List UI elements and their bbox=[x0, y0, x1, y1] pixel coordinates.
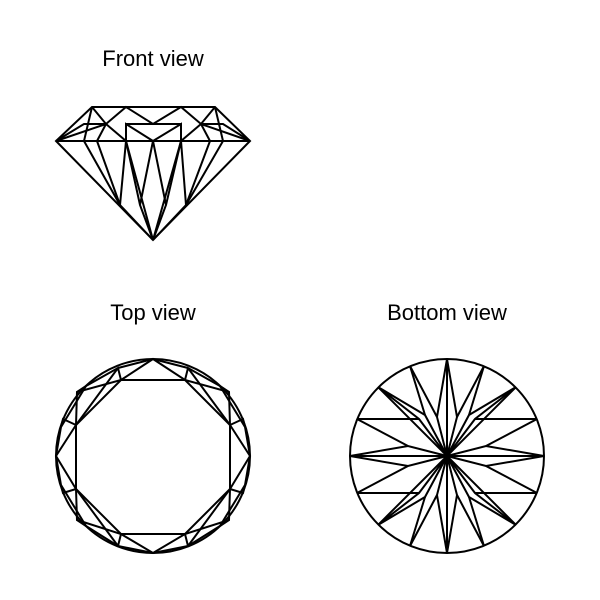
front-crown-zigzag bbox=[91, 105, 216, 126]
top-view-title: Top view bbox=[110, 300, 196, 325]
top-view: Top view bbox=[54, 300, 252, 555]
top-view-diamond-drawing bbox=[54, 357, 252, 555]
top-table-octagon bbox=[75, 379, 231, 535]
bottom-pavilion-facets bbox=[349, 358, 545, 554]
bottom-view: Bottom view bbox=[349, 300, 545, 554]
top-upper-girdle-facets bbox=[76, 366, 122, 393]
front-outline bbox=[54, 106, 252, 242]
front-view: Front view bbox=[54, 46, 252, 242]
front-view-title: Front view bbox=[102, 46, 204, 71]
front-view-diamond-drawing bbox=[54, 105, 252, 242]
bottom-view-title: Bottom view bbox=[387, 300, 507, 325]
bottom-view-diamond-drawing bbox=[349, 358, 545, 554]
